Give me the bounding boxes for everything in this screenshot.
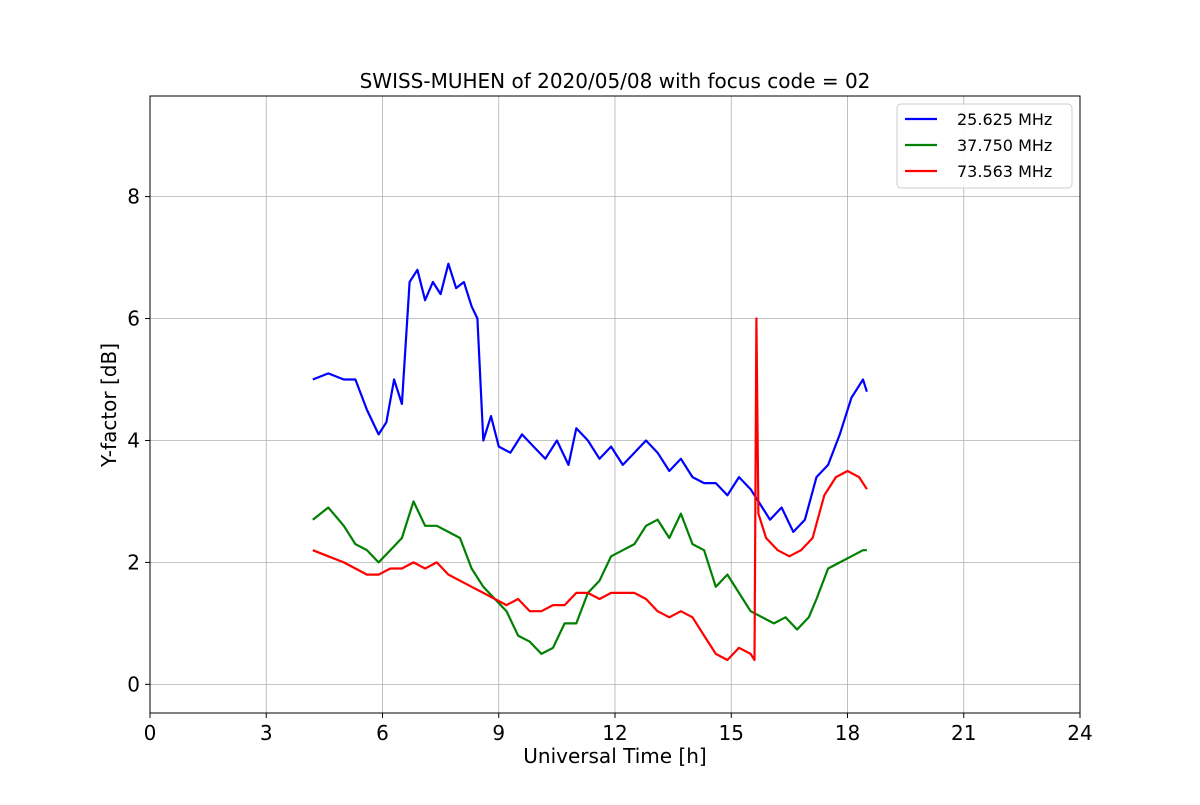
y-tick-label: 6 — [127, 307, 140, 331]
y-axis-label: Y-factor [dB] — [97, 343, 121, 468]
y-tick-label: 8 — [127, 185, 140, 209]
legend-label-3: 73.563 MHz — [957, 162, 1052, 181]
plot-series — [312, 262, 868, 662]
legend-box — [896, 103, 1073, 189]
y-tick-label: 0 — [127, 672, 140, 696]
x-tick-label: 18 — [835, 721, 860, 745]
x-tick-label: 12 — [602, 721, 627, 745]
series-line-2 — [312, 500, 867, 656]
chart-title: SWISS-MUHEN of 2020/05/08 with focus cod… — [360, 69, 871, 93]
y-tick-label: 4 — [127, 428, 140, 452]
legend-label-2: 37.750 MHz — [957, 136, 1052, 155]
series-line-1 — [312, 262, 868, 534]
legend-label-1: 25.625 MHz — [957, 110, 1052, 129]
x-tick-label: 0 — [144, 721, 157, 745]
x-tick-label: 21 — [951, 721, 976, 745]
x-tick-label: 9 — [492, 721, 505, 745]
series-line-3 — [312, 317, 868, 662]
x-tick-label: 6 — [376, 721, 389, 745]
x-tick-label: 24 — [1067, 721, 1092, 745]
legend: 25.625 MHz 37.750 MHz 73.563 MHz — [896, 103, 1073, 189]
x-axis-label: Universal Time [h] — [523, 744, 706, 768]
y-tick-label: 2 — [127, 550, 140, 574]
x-tick-label: 15 — [719, 721, 744, 745]
x-tick-label: 3 — [260, 721, 273, 745]
